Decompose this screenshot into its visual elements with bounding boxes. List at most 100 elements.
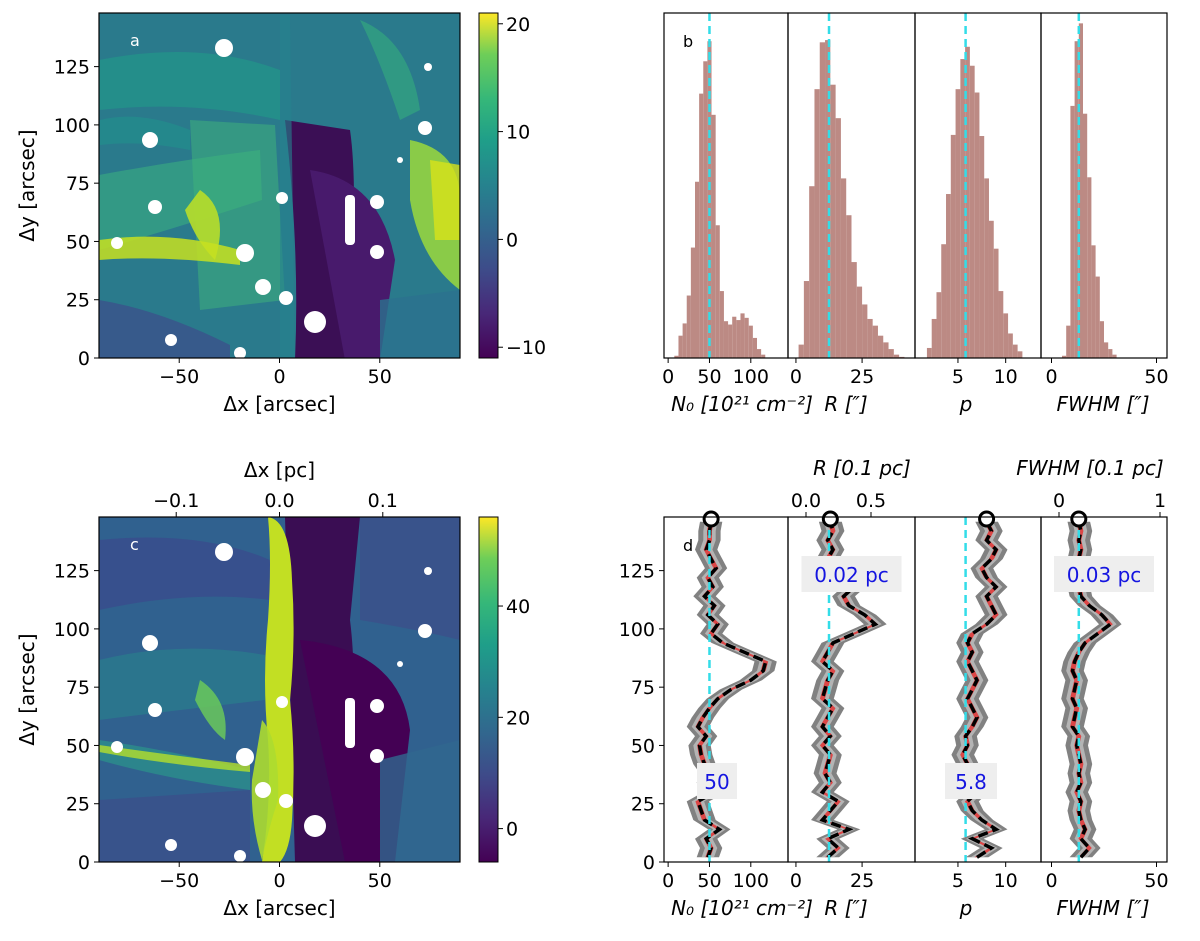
x-tick-label: 50 [1144, 366, 1168, 388]
histogram-bar [1074, 41, 1079, 358]
uncertainty-band-inner [1070, 521, 1113, 858]
histogram-bar [946, 194, 951, 358]
y-tick-label: 0 [643, 852, 655, 874]
histogram-bar [715, 225, 720, 358]
histogram-bar [941, 244, 947, 358]
x-tick-label: 25 [850, 870, 874, 892]
annotation-box [801, 556, 902, 592]
y-tick-label: 125 [54, 561, 90, 583]
histogram-bar [740, 313, 745, 358]
annotation-box [697, 763, 737, 799]
histogram-bar [984, 178, 989, 358]
histogram-bar [926, 347, 932, 358]
histogram-bar [748, 325, 753, 358]
histogram-bar [1003, 313, 1009, 358]
profile-subpanel-3: 0.03 pc 0 50 FWHM [″] 0 1 FWHM [0.1 pc] [1016, 456, 1168, 920]
x-tick-label: 5 [952, 366, 964, 388]
y-tick-label: 75 [66, 677, 90, 699]
panel-c-axes: −50 0 50 0 25 50 75 100 125 Δx [arcsec] Δy [arcsec… [15, 458, 530, 920]
annotation-text: 0.03 pc [1067, 563, 1142, 587]
y-tick-label: 125 [619, 561, 655, 583]
top-x-tick-label: 0 [1053, 490, 1065, 512]
histogram-bar [1108, 349, 1113, 358]
profile-endpoint-marker [978, 510, 996, 528]
x-tick-label: 50 [697, 366, 721, 388]
top-x-tick-label: 0.0 [264, 490, 294, 512]
x-tick-label: 10 [994, 870, 1018, 892]
y-tick-label: 75 [631, 677, 655, 699]
colorbar-a [478, 12, 499, 359]
top-x-tick-label: −0.1 [153, 490, 199, 512]
histogram-bar [803, 281, 810, 358]
histogram-bar [674, 355, 679, 358]
histogram-bar [1070, 105, 1075, 358]
histogram-bar [678, 335, 683, 358]
profile-endpoint-marker [702, 510, 720, 528]
histogram-bar [960, 59, 966, 359]
hist-subpanel-3: 0 50 FWHM [″] [1040, 12, 1169, 416]
histogram-bar [736, 320, 741, 358]
profile-frame [1040, 516, 1168, 863]
top-x-tick-label: 1 [1154, 490, 1166, 512]
histogram-bar [723, 321, 729, 358]
annotation-box [945, 763, 997, 799]
x-axis-label: Δx [arcsec] [223, 896, 335, 920]
panel-b: 0 50 100 N₀ [10²¹ cm⁻²] 0 25 R [″] 5 10 p 0 50 FWHM … [662, 12, 1169, 416]
masked-sources-c [111, 543, 432, 862]
histogram-bar [893, 354, 900, 358]
histogram-bar [752, 337, 757, 358]
profile-line [695, 521, 768, 858]
profile-line [1070, 521, 1113, 859]
histogram-bar [1087, 177, 1092, 358]
histogram-bar [814, 89, 820, 359]
histogram-bar [761, 354, 766, 358]
x-axis-label: Δx [arcsec] [223, 392, 335, 416]
x-axis-label: R [″] [824, 392, 867, 416]
panel-a-label: a [130, 31, 140, 50]
histogram-bar [1099, 321, 1104, 358]
panel-b-histograms: 0 50 100 N₀ [10²¹ cm⁻²] 0 25 R [″] 5 10 p 0 50 FWHM … [662, 12, 1169, 416]
histogram-bar [936, 292, 942, 358]
panel-a-map [99, 13, 460, 358]
profile-subpanel-0: 50 0 50 100 N₀ [10²¹ cm⁻²] [662, 510, 813, 920]
histogram-bar [950, 134, 956, 358]
histogram-bar [856, 286, 863, 358]
x-tick-label: 0 [662, 366, 674, 388]
top-x-axis-label: R [0.1 pc] [813, 456, 911, 480]
x-axis-label: p [959, 896, 973, 920]
histogram-bar [809, 186, 815, 358]
histogram-bar [979, 136, 985, 358]
hist-frame [663, 12, 789, 359]
x-axis-label: p [959, 392, 973, 416]
histogram-bar [883, 342, 889, 358]
x-tick-label: −50 [159, 366, 199, 388]
x-tick-label: 5 [952, 870, 964, 892]
y-tick-label: 100 [54, 115, 90, 137]
histogram-bar [969, 65, 975, 358]
uncertainty-band-inner [960, 521, 999, 858]
x-tick-label: 50 [697, 870, 721, 892]
histogram-bar [846, 215, 852, 358]
profile-endpoint-marker [1070, 510, 1088, 528]
x-axis-label: R [″] [824, 896, 867, 920]
y-tick-label: 100 [54, 619, 90, 641]
histogram-bar [877, 335, 884, 358]
annotation-text: 50 [704, 770, 729, 794]
colorbar-tick-label: 40 [506, 596, 530, 618]
x-tick-label: 0 [1045, 870, 1057, 892]
histogram-bar [851, 262, 857, 358]
histogram-bar [1078, 23, 1083, 358]
masked-sources [111, 39, 432, 358]
annotation-text: 5.8 [955, 770, 987, 794]
histogram-bar [840, 178, 847, 358]
x-tick-label: 10 [994, 366, 1018, 388]
histogram-bar [798, 344, 804, 358]
x-tick-label: −50 [159, 870, 199, 892]
y-axis-label: Δy [arcsec] [15, 633, 39, 745]
x-tick-label: 0 [273, 366, 285, 388]
hist-subpanel-0: 0 50 100 N₀ [10²¹ cm⁻²] [662, 12, 813, 416]
y-tick-label: 25 [66, 794, 90, 816]
hist-subpanel-1: 0 25 R [″] [787, 12, 916, 416]
